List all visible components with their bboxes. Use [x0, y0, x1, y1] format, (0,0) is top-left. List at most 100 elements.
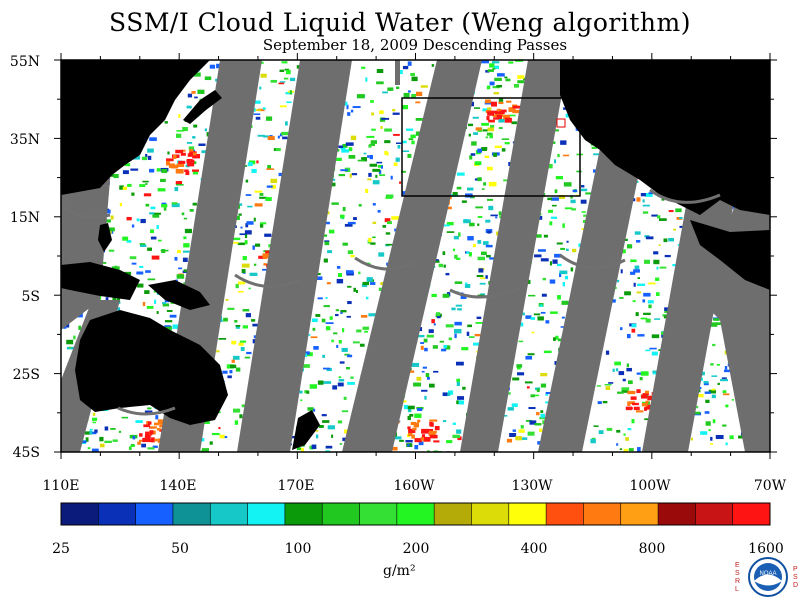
- cloud-water-speck: [491, 61, 500, 64]
- cloud-water-speck: [640, 371, 649, 376]
- land-north-america: [560, 60, 770, 215]
- cloud-water-speck: [487, 198, 494, 201]
- cloud-water-speck: [316, 272, 321, 276]
- cloud-water-speck: [325, 296, 328, 299]
- cloud-water-speck: [244, 240, 248, 245]
- cloud-water-speck: [643, 292, 651, 297]
- cloud-water-speck: [386, 152, 389, 156]
- colorbar-swatch: [247, 503, 286, 525]
- cloud-water-speck: [708, 429, 711, 432]
- cloud-water-speck: [275, 147, 281, 152]
- cloud-water-speck: [456, 172, 465, 176]
- cloud-water-speck: [675, 208, 682, 213]
- cloud-water-speck: [605, 386, 611, 390]
- cloud-water-speck: [474, 161, 482, 166]
- cloud-water-speck: [278, 172, 284, 177]
- cloud-water-speck: [284, 68, 289, 71]
- cloud-water-speck: [131, 262, 137, 265]
- cloud-water-speck: [362, 281, 370, 286]
- cloud-water-speck-heavy: [645, 400, 649, 404]
- cloud-water-speck: [653, 251, 659, 255]
- cloud-water-speck: [340, 147, 346, 150]
- cloud-water-speck: [530, 394, 535, 398]
- cloud-water-speck: [342, 328, 345, 333]
- land-borneo-sumatra: [61, 262, 140, 300]
- cloud-water-speck: [122, 186, 128, 190]
- cloud-water-speck: [597, 401, 602, 405]
- cloud-water-speck: [490, 214, 498, 217]
- cloud-water-speck: [634, 265, 640, 270]
- cloud-water-speck: [455, 257, 461, 260]
- cloud-water-speck: [171, 203, 180, 208]
- cloud-water-speck: [543, 350, 552, 354]
- cloud-water-speck: [461, 200, 467, 203]
- land-masses: [61, 60, 770, 450]
- cloud-water-speck-heavy: [417, 419, 421, 423]
- cloud-water-speck-heavy: [503, 114, 510, 120]
- cloud-water-speck: [709, 443, 714, 445]
- cloud-water-speck: [628, 448, 634, 452]
- cloud-water-speck: [270, 178, 278, 184]
- cloud-water-speck: [348, 147, 353, 152]
- cloud-water-speck: [487, 69, 494, 72]
- cloud-water-speck: [145, 270, 151, 273]
- cloud-water-speck: [572, 248, 577, 253]
- cloud-water-speck: [216, 350, 220, 353]
- cloud-water-speck: [407, 444, 410, 447]
- cloud-water-speck: [729, 435, 734, 440]
- cloud-water-speck: [426, 334, 434, 338]
- cloud-water-speck: [438, 263, 444, 268]
- cloud-water-speck: [376, 81, 384, 85]
- cloud-water-speck: [352, 106, 361, 109]
- cloud-water-speck: [617, 279, 620, 283]
- cloud-water-speck: [338, 174, 346, 177]
- cloud-water-speck: [525, 315, 532, 319]
- cloud-water-speck: [454, 254, 458, 259]
- cloud-water-speck: [407, 408, 412, 413]
- cloud-water-speck: [712, 343, 716, 347]
- cloud-water-speck: [387, 87, 394, 91]
- cloud-water-speck: [156, 225, 159, 230]
- colorbar-swatch: [284, 503, 323, 525]
- cloud-water-speck: [512, 429, 516, 432]
- cloud-water-speck: [475, 322, 483, 324]
- cloud-water-speck: [105, 297, 109, 302]
- cloud-water-speck: [550, 311, 558, 314]
- cloud-water-speck: [581, 211, 586, 213]
- cloud-water-speck: [237, 281, 246, 285]
- cloud-water-speck: [489, 257, 497, 260]
- cloud-water-speck: [604, 383, 612, 386]
- cloud-water-speck: [635, 312, 639, 317]
- cloud-water-speck: [252, 245, 255, 250]
- land-new-guinea: [148, 280, 210, 310]
- cloud-water-speck: [262, 268, 269, 271]
- cloud-water-speck: [157, 239, 162, 242]
- cloud-water-speck: [183, 236, 187, 240]
- cloud-water-speck: [356, 290, 359, 294]
- cloud-water-speck: [363, 152, 367, 155]
- cloud-water-speck: [640, 193, 646, 197]
- cloud-water-speck-heavy: [636, 389, 641, 394]
- cloud-water-speck: [309, 384, 318, 389]
- cloud-water-speck: [651, 334, 660, 339]
- cloud-water-speck: [259, 196, 267, 199]
- cloud-water-speck: [149, 212, 155, 215]
- cloud-water-speck: [549, 261, 553, 266]
- cloud-water-speck-heavy: [428, 430, 437, 434]
- cloud-water-speck: [350, 376, 354, 379]
- cloud-water-speck: [525, 419, 533, 422]
- cloud-water-speck: [350, 254, 355, 258]
- cloud-water-speck-heavy: [494, 112, 500, 115]
- cloud-water-speck: [615, 368, 619, 372]
- cloud-water-speck: [652, 370, 660, 374]
- cloud-water-speck: [619, 297, 624, 299]
- cloud-water-speck: [359, 343, 365, 347]
- cloud-water-speck: [620, 327, 623, 331]
- cloud-water-speck: [515, 60, 524, 62]
- cloud-water-speck: [384, 128, 392, 132]
- cloud-water-speck: [102, 219, 111, 223]
- cloud-water-speck: [454, 281, 463, 284]
- cloud-water-speck: [645, 318, 651, 323]
- cloud-water-speck: [209, 441, 213, 445]
- cloud-water-speck: [410, 72, 416, 77]
